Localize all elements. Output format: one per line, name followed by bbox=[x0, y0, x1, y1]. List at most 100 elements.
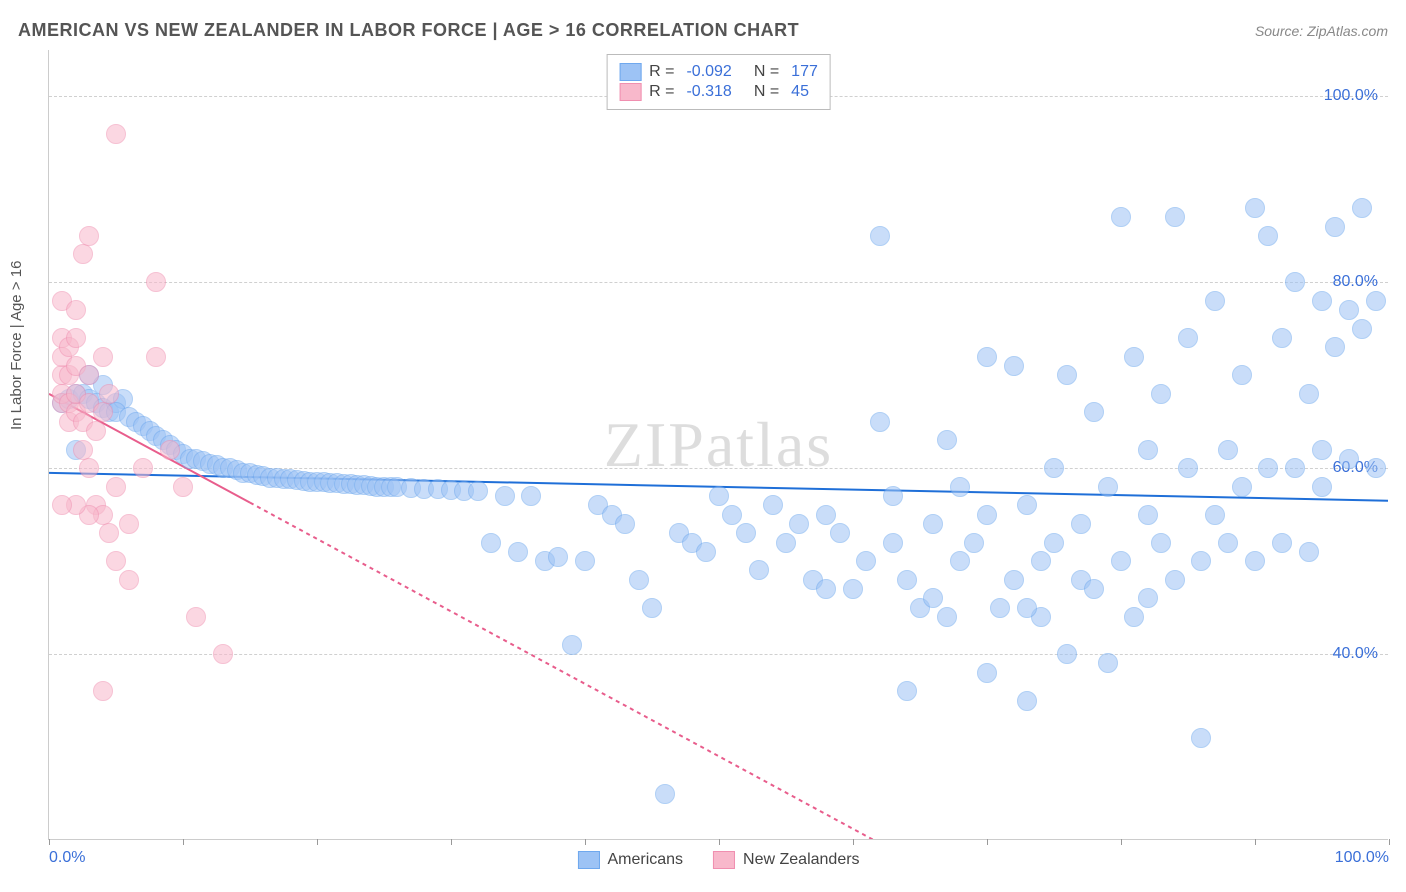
data-point bbox=[776, 533, 796, 553]
legend-swatch bbox=[713, 851, 735, 869]
data-point bbox=[1205, 291, 1225, 311]
gridline bbox=[49, 654, 1388, 655]
data-point bbox=[1245, 198, 1265, 218]
data-point bbox=[1339, 300, 1359, 320]
data-point bbox=[1285, 272, 1305, 292]
legend-swatch bbox=[577, 851, 599, 869]
data-point bbox=[1312, 291, 1332, 311]
data-point bbox=[93, 347, 113, 367]
data-point bbox=[830, 523, 850, 543]
data-point bbox=[1165, 207, 1185, 227]
data-point bbox=[106, 124, 126, 144]
data-point bbox=[1138, 440, 1158, 460]
data-point bbox=[1366, 291, 1386, 311]
data-point bbox=[1057, 365, 1077, 385]
data-point bbox=[133, 458, 153, 478]
data-point bbox=[883, 533, 903, 553]
series-legend: AmericansNew Zealanders bbox=[577, 851, 859, 869]
data-point bbox=[73, 244, 93, 264]
data-point bbox=[79, 226, 99, 246]
trend-lines bbox=[49, 50, 1388, 839]
data-point bbox=[562, 635, 582, 655]
correlation-legend: R =-0.092N =177R =-0.318N =45 bbox=[606, 54, 831, 110]
data-point bbox=[1071, 514, 1091, 534]
data-point bbox=[1044, 533, 1064, 553]
data-point bbox=[106, 477, 126, 497]
data-point bbox=[816, 505, 836, 525]
data-point bbox=[93, 681, 113, 701]
xtick-mark bbox=[183, 839, 184, 845]
data-point bbox=[722, 505, 742, 525]
data-point bbox=[1352, 319, 1372, 339]
data-point bbox=[977, 505, 997, 525]
data-point bbox=[1111, 207, 1131, 227]
data-point bbox=[575, 551, 595, 571]
data-point bbox=[1057, 644, 1077, 664]
xtick-mark bbox=[1255, 839, 1256, 845]
data-point bbox=[481, 533, 501, 553]
data-point bbox=[186, 607, 206, 627]
scatter-plot: ZIPatlas 40.0%60.0%80.0%100.0%0.0%100.0%… bbox=[48, 50, 1388, 840]
data-point bbox=[99, 384, 119, 404]
data-point bbox=[1084, 579, 1104, 599]
data-point bbox=[897, 681, 917, 701]
data-point bbox=[816, 579, 836, 599]
xtick-mark bbox=[317, 839, 318, 845]
data-point bbox=[763, 495, 783, 515]
gridline bbox=[49, 282, 1388, 283]
xtick-label: 0.0% bbox=[49, 849, 85, 867]
data-point bbox=[749, 560, 769, 580]
data-point bbox=[923, 588, 943, 608]
source-label: Source: ZipAtlas.com bbox=[1255, 23, 1388, 39]
data-point bbox=[1366, 458, 1386, 478]
xtick-mark bbox=[987, 839, 988, 845]
data-point bbox=[709, 486, 729, 506]
data-point bbox=[1098, 477, 1118, 497]
data-point bbox=[615, 514, 635, 534]
data-point bbox=[1151, 384, 1171, 404]
data-point bbox=[977, 663, 997, 683]
data-point bbox=[495, 486, 515, 506]
ytick-label: 80.0% bbox=[1333, 273, 1378, 291]
data-point bbox=[1218, 440, 1238, 460]
data-point bbox=[93, 402, 113, 422]
data-point bbox=[937, 430, 957, 450]
ytick-label: 100.0% bbox=[1324, 87, 1378, 105]
data-point bbox=[1031, 551, 1051, 571]
data-point bbox=[950, 551, 970, 571]
data-point bbox=[856, 551, 876, 571]
data-point bbox=[950, 477, 970, 497]
data-point bbox=[66, 328, 86, 348]
watermark: ZIPatlas bbox=[604, 408, 833, 482]
data-point bbox=[870, 412, 890, 432]
data-point bbox=[1151, 533, 1171, 553]
xtick-mark bbox=[49, 839, 50, 845]
data-point bbox=[79, 365, 99, 385]
xtick-label: 100.0% bbox=[1335, 849, 1389, 867]
data-point bbox=[1124, 607, 1144, 627]
data-point bbox=[160, 440, 180, 460]
legend-row: R =-0.318N =45 bbox=[619, 83, 818, 101]
legend-swatch bbox=[619, 63, 641, 81]
data-point bbox=[213, 644, 233, 664]
data-point bbox=[1017, 691, 1037, 711]
data-point bbox=[1339, 449, 1359, 469]
data-point bbox=[1312, 440, 1332, 460]
data-point bbox=[73, 440, 93, 460]
data-point bbox=[990, 598, 1010, 618]
data-point bbox=[1352, 198, 1372, 218]
data-point bbox=[119, 514, 139, 534]
data-point bbox=[1138, 505, 1158, 525]
legend-label: New Zealanders bbox=[743, 851, 860, 869]
data-point bbox=[146, 272, 166, 292]
data-point bbox=[1325, 217, 1345, 237]
data-point bbox=[923, 514, 943, 534]
data-point bbox=[1285, 458, 1305, 478]
data-point bbox=[1138, 588, 1158, 608]
data-point bbox=[1111, 551, 1131, 571]
data-point bbox=[655, 784, 675, 804]
data-point bbox=[468, 481, 488, 501]
data-point bbox=[1044, 458, 1064, 478]
data-point bbox=[696, 542, 716, 562]
data-point bbox=[883, 486, 903, 506]
